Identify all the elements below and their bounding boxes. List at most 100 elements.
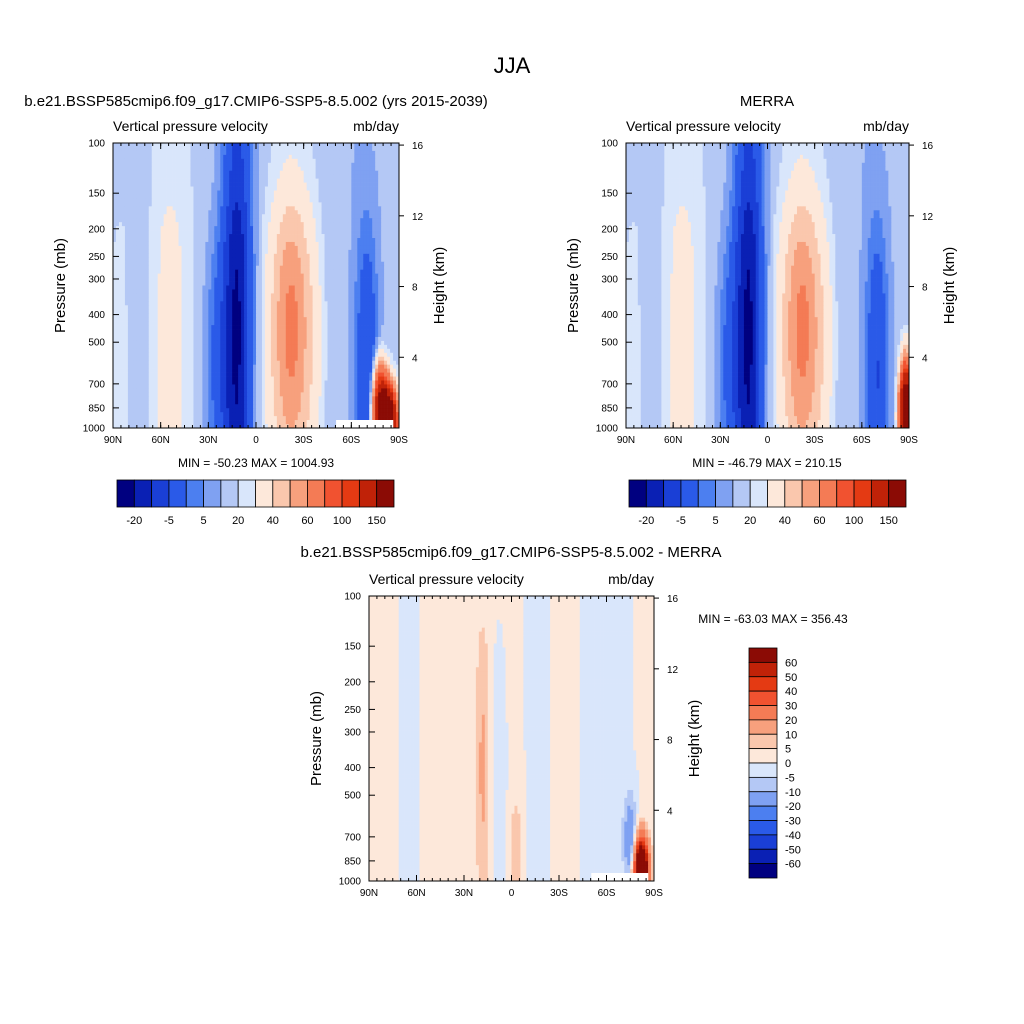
heatmap-cell <box>261 317 266 322</box>
heatmap-cell <box>169 297 173 302</box>
heatmap-cell <box>390 146 394 152</box>
heatmap-cell <box>273 301 278 306</box>
heatmap-cell <box>247 170 251 176</box>
heatmap-cell <box>121 218 126 223</box>
heatmap-cell <box>273 238 278 243</box>
heatmap-cell <box>366 154 370 160</box>
heatmap-cell <box>196 321 200 326</box>
heatmap-cell <box>282 210 287 215</box>
heatmap-cell <box>360 230 364 235</box>
heatmap-cell <box>205 166 209 172</box>
heatmap-cell <box>324 230 328 235</box>
heatmap-cell <box>163 226 167 231</box>
heatmap-cell <box>184 333 188 338</box>
heatmap-cell <box>130 289 135 294</box>
heatmap-cell <box>148 178 153 183</box>
heatmap-cell <box>306 210 310 215</box>
heatmap-cell <box>261 162 266 168</box>
heatmap-cell <box>244 340 248 346</box>
heatmap-cell <box>115 150 120 156</box>
heatmap-cell <box>238 234 242 239</box>
heatmap-cell <box>315 186 319 191</box>
heatmap-cell <box>223 301 227 306</box>
heatmap-cell <box>348 214 352 219</box>
heatmap-cell <box>247 218 251 223</box>
heatmap-cell <box>187 313 191 318</box>
heatmap-cell <box>276 143 281 148</box>
heatmap-cell <box>172 313 176 318</box>
heatmap-cell <box>396 309 400 314</box>
heatmap-cell <box>238 166 242 172</box>
heatmap-cell <box>127 277 132 282</box>
heatmap-cell <box>148 241 153 247</box>
heatmap-cell <box>297 344 302 350</box>
heatmap-cell <box>390 269 394 274</box>
heatmap-cell <box>184 253 188 259</box>
heatmap-cell <box>390 336 394 342</box>
heatmap-cell <box>169 257 173 263</box>
heatmap-cell <box>336 261 340 267</box>
heatmap-cell <box>121 297 126 302</box>
heatmap-cell <box>312 150 316 156</box>
heatmap-cell <box>300 269 305 274</box>
heatmap-cell <box>294 238 299 243</box>
heatmap-cell <box>196 317 200 322</box>
heatmap-cell <box>291 329 296 334</box>
heatmap-cell <box>190 321 194 326</box>
heatmap-cell <box>205 241 209 247</box>
heatmap-cell <box>324 174 328 179</box>
heatmap-cell <box>282 269 287 274</box>
heatmap-cell <box>166 150 170 156</box>
heatmap-cell <box>312 265 316 271</box>
heatmap-cell <box>154 289 159 294</box>
heatmap-cell <box>229 340 233 346</box>
heatmap-cell <box>223 289 227 294</box>
heatmap-cell <box>297 297 302 302</box>
heatmap-cell <box>157 143 162 148</box>
heatmap-cell <box>166 249 170 255</box>
heatmap-cell <box>279 222 284 227</box>
heatmap-cell <box>309 269 313 274</box>
heatmap-cell <box>363 143 367 148</box>
heatmap-cell <box>345 261 349 267</box>
heatmap-cell <box>124 257 129 263</box>
heatmap-cell <box>208 234 212 239</box>
heatmap-cell <box>181 336 185 342</box>
heatmap-cell <box>241 182 245 187</box>
heatmap-cell <box>267 210 272 215</box>
heatmap-cell <box>163 222 167 227</box>
heatmap-cell <box>261 301 266 306</box>
heatmap-cell <box>208 150 212 156</box>
heatmap-cell <box>351 297 355 302</box>
heatmap-cell <box>244 253 248 259</box>
heatmap-cell <box>241 241 245 247</box>
heatmap-cell <box>291 146 296 152</box>
heatmap-cell <box>253 166 257 172</box>
heatmap-cell <box>306 301 310 306</box>
heatmap-cell <box>250 297 254 302</box>
heatmap-cell <box>327 265 331 271</box>
heatmap-cell <box>184 273 188 278</box>
heatmap-cell <box>339 273 343 278</box>
heatmap-cell <box>294 202 299 207</box>
heatmap-cell <box>360 321 364 326</box>
heatmap-cell <box>315 210 319 215</box>
heatmap-cell <box>282 166 287 172</box>
heatmap-cell <box>315 158 319 164</box>
heatmap-cell <box>163 273 167 278</box>
heatmap-cell <box>351 174 355 179</box>
heatmap-cell <box>193 170 197 176</box>
heatmap-cell <box>205 249 209 255</box>
heatmap-cell <box>264 301 269 306</box>
heatmap-cell <box>345 317 349 322</box>
heatmap-cell <box>387 226 391 231</box>
heatmap-cell <box>336 245 340 251</box>
heatmap-cell <box>384 305 388 310</box>
heatmap-cell <box>223 158 227 164</box>
heatmap-cell <box>372 222 376 227</box>
heatmap-cell <box>288 178 293 183</box>
heatmap-cell <box>258 170 263 176</box>
heatmap-cell <box>363 241 367 247</box>
heatmap-cell <box>214 158 218 164</box>
heatmap-cell <box>124 344 129 350</box>
